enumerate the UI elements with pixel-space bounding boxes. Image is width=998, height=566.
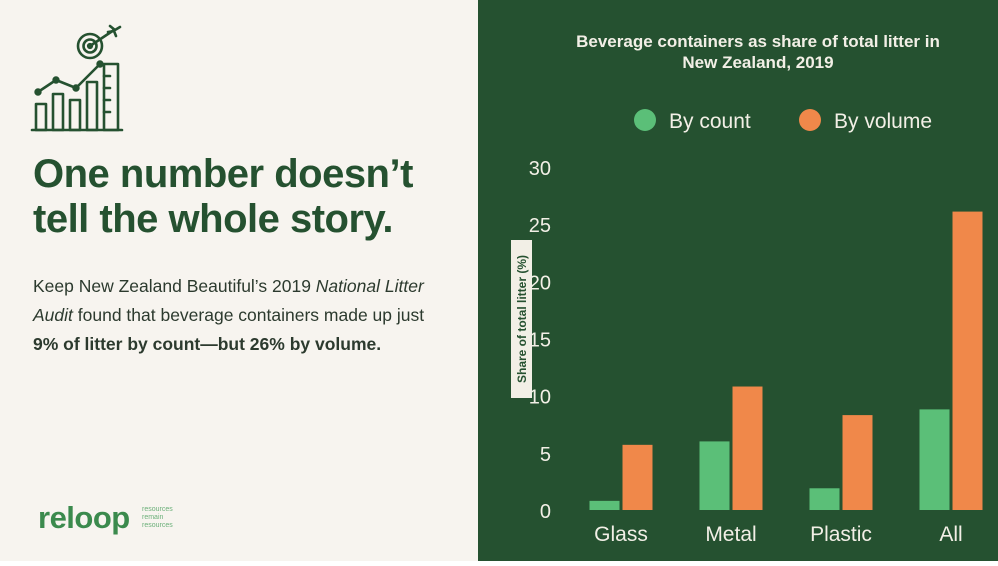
reloop-logo: reloop resources remain resources <box>38 500 208 540</box>
body-text-highlight: 9% of litter by count—but 26% by volume. <box>33 334 382 354</box>
legend-label-by-volume: By volume <box>834 110 932 133</box>
chart-legend: By count By volume <box>634 109 932 133</box>
x-tick-label-metal: Metal <box>705 523 756 546</box>
legend-label-by-count: By count <box>669 110 751 133</box>
headline: One number doesn’t tell the whole story. <box>33 152 453 242</box>
legend-dot-by-volume <box>799 109 821 131</box>
body-text-part-2: found that beverage containers made up j… <box>72 305 425 325</box>
chart-title: Beverage containers as share of total li… <box>576 32 940 72</box>
chart-title-line-1: Beverage containers as share of total li… <box>576 32 940 51</box>
y-tick-label: 15 <box>529 330 551 352</box>
body-text-part-1: Keep New Zealand Beautiful’s 2019 <box>33 276 316 296</box>
bar-glass-by-volume <box>622 444 653 510</box>
headline-line-2: tell the whole story. <box>33 197 393 241</box>
y-tick-label: 30 <box>529 158 551 180</box>
y-tick-label: 20 <box>529 272 551 294</box>
x-tick-label-plastic: Plastic <box>810 523 872 546</box>
logo-tagline: resources remain resources <box>142 506 173 530</box>
y-tick-label: 5 <box>540 444 551 466</box>
y-axis-ticks: 0 5 10 15 20 25 30 <box>529 158 551 523</box>
left-panel: One number doesn’t tell the whole story.… <box>0 0 478 561</box>
y-axis-title-box: Share of total litter (%) <box>511 240 532 398</box>
bar-chart: Beverage containers as share of total li… <box>511 32 983 546</box>
bar-all-by-count <box>919 409 950 510</box>
logo-tagline-line-3: resources <box>142 522 173 529</box>
y-axis-title: Share of total litter (%) <box>515 255 529 383</box>
headline-line-1: One number doesn’t <box>33 152 413 196</box>
bar-glass-by-count <box>589 500 620 510</box>
logo-tagline-line-2: remain <box>142 514 164 521</box>
y-tick-label: 0 <box>540 501 551 523</box>
body-text-report-title: National Litter Audit <box>33 276 424 325</box>
bar-plastic-by-count <box>809 488 840 510</box>
body-paragraph: Keep New Zealand Beautiful’s 2019 Nation… <box>33 272 443 359</box>
logo-tagline-line-1: resources <box>142 506 173 513</box>
logo-wordmark: reloop <box>38 500 130 535</box>
x-tick-label-all: All <box>939 523 962 546</box>
bar-all-by-volume <box>952 211 983 510</box>
y-tick-label: 25 <box>529 215 551 237</box>
y-tick-label: 10 <box>529 387 551 409</box>
growth-chart-target-icon <box>30 24 126 134</box>
legend-dot-by-count <box>634 109 656 131</box>
bars <box>589 211 983 510</box>
x-axis-ticks: Glass Metal Plastic All <box>594 523 963 546</box>
right-panel: Beverage containers as share of total li… <box>478 0 998 561</box>
y-axis-title-background <box>511 240 532 398</box>
x-tick-label-glass: Glass <box>594 523 648 546</box>
bar-metal-by-count <box>699 441 730 510</box>
bar-plastic-by-volume <box>842 415 873 510</box>
bar-metal-by-volume <box>732 386 763 510</box>
chart-title-line-2: New Zealand, 2019 <box>682 53 833 72</box>
